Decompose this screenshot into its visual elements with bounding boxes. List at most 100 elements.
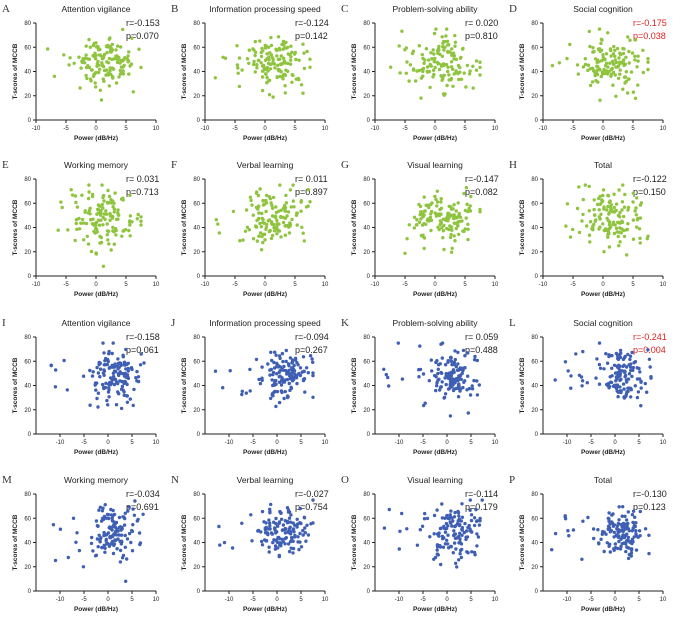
x-tick-label: -5 (232, 282, 238, 288)
data-point (638, 509, 642, 514)
data-point (304, 366, 309, 370)
data-point (428, 535, 432, 539)
data-point (444, 34, 448, 38)
data-point (446, 533, 450, 537)
data-point (288, 222, 292, 226)
data-point (260, 376, 264, 380)
data-point (116, 357, 120, 361)
data-point (122, 374, 127, 378)
data-point (253, 39, 257, 44)
data-point (110, 216, 115, 220)
data-point (606, 204, 610, 209)
data-point (280, 390, 284, 395)
data-point (298, 521, 302, 525)
data-point (248, 195, 253, 199)
data-point (293, 358, 298, 362)
data-point (594, 78, 598, 83)
data-point (256, 58, 261, 63)
data-point (646, 57, 650, 61)
data-point (630, 513, 635, 517)
data-point (387, 507, 391, 512)
x-tick-label: -5 (420, 597, 426, 603)
data-point (114, 48, 118, 52)
data-point (283, 378, 288, 382)
data-point (289, 44, 293, 48)
data-point (236, 71, 240, 75)
data-point (627, 372, 632, 376)
data-point (465, 529, 469, 533)
data-point (455, 223, 460, 227)
data-point (424, 47, 429, 51)
x-tick-label: 10 (492, 440, 499, 446)
data-point (606, 527, 610, 531)
data-point (88, 368, 92, 373)
data-point (576, 72, 580, 76)
y-tick-label: 20 (193, 565, 200, 571)
data-point (599, 212, 603, 216)
data-point (245, 225, 250, 229)
data-point (444, 382, 448, 387)
data-point (127, 505, 131, 509)
data-point (597, 48, 601, 52)
data-point (438, 526, 443, 531)
data-point (276, 35, 281, 39)
data-point (446, 65, 450, 70)
x-axis-label: Power (dB/Hz) (581, 606, 625, 613)
data-point (637, 529, 642, 533)
data-point (83, 209, 87, 213)
data-point (277, 46, 281, 51)
data-point (440, 226, 444, 230)
data-point (270, 222, 275, 226)
p-value: p=0.070 (126, 31, 159, 41)
data-point (441, 63, 446, 68)
data-point (110, 351, 114, 356)
data-point (575, 63, 580, 67)
data-point (264, 227, 268, 231)
data-point (262, 68, 266, 72)
data-point (410, 51, 415, 56)
data-point (269, 396, 273, 401)
x-tick-label: -10 (539, 126, 548, 132)
data-point (466, 351, 470, 355)
data-point (436, 47, 441, 51)
data-point (102, 52, 107, 57)
data-point (635, 196, 639, 200)
data-point (616, 76, 621, 81)
data-point (477, 523, 482, 527)
data-point (131, 403, 135, 408)
data-point (460, 515, 465, 519)
data-point (441, 545, 446, 549)
data-point (458, 548, 463, 553)
scatter-panel: M Working memoryr=-0.034p=0.691020406080-… (2, 474, 160, 613)
data-point (440, 356, 444, 360)
correlation-r: r= 0.011 (295, 174, 328, 184)
data-point (621, 521, 626, 526)
data-point (102, 369, 107, 373)
data-point (98, 505, 103, 509)
data-point (629, 554, 633, 558)
data-point (267, 58, 271, 62)
data-point (592, 207, 596, 212)
data-point (626, 510, 630, 514)
data-point (259, 225, 263, 229)
data-point (615, 230, 619, 234)
data-point (631, 200, 635, 204)
data-point (116, 361, 121, 366)
y-tick-label: 60 (24, 359, 31, 365)
panel-letter: G (341, 159, 349, 171)
data-point (86, 196, 91, 201)
data-point (79, 66, 83, 70)
data-point (74, 200, 78, 205)
data-point (608, 220, 612, 224)
data-point (614, 208, 618, 213)
data-point (90, 374, 95, 378)
data-point (427, 379, 431, 383)
data-point (128, 397, 132, 401)
panel-title: Information processing speed (209, 318, 321, 328)
data-point (282, 43, 286, 47)
x-tick-label: -5 (420, 440, 426, 446)
data-point (117, 392, 121, 396)
data-point (563, 517, 568, 521)
data-point (297, 58, 301, 62)
